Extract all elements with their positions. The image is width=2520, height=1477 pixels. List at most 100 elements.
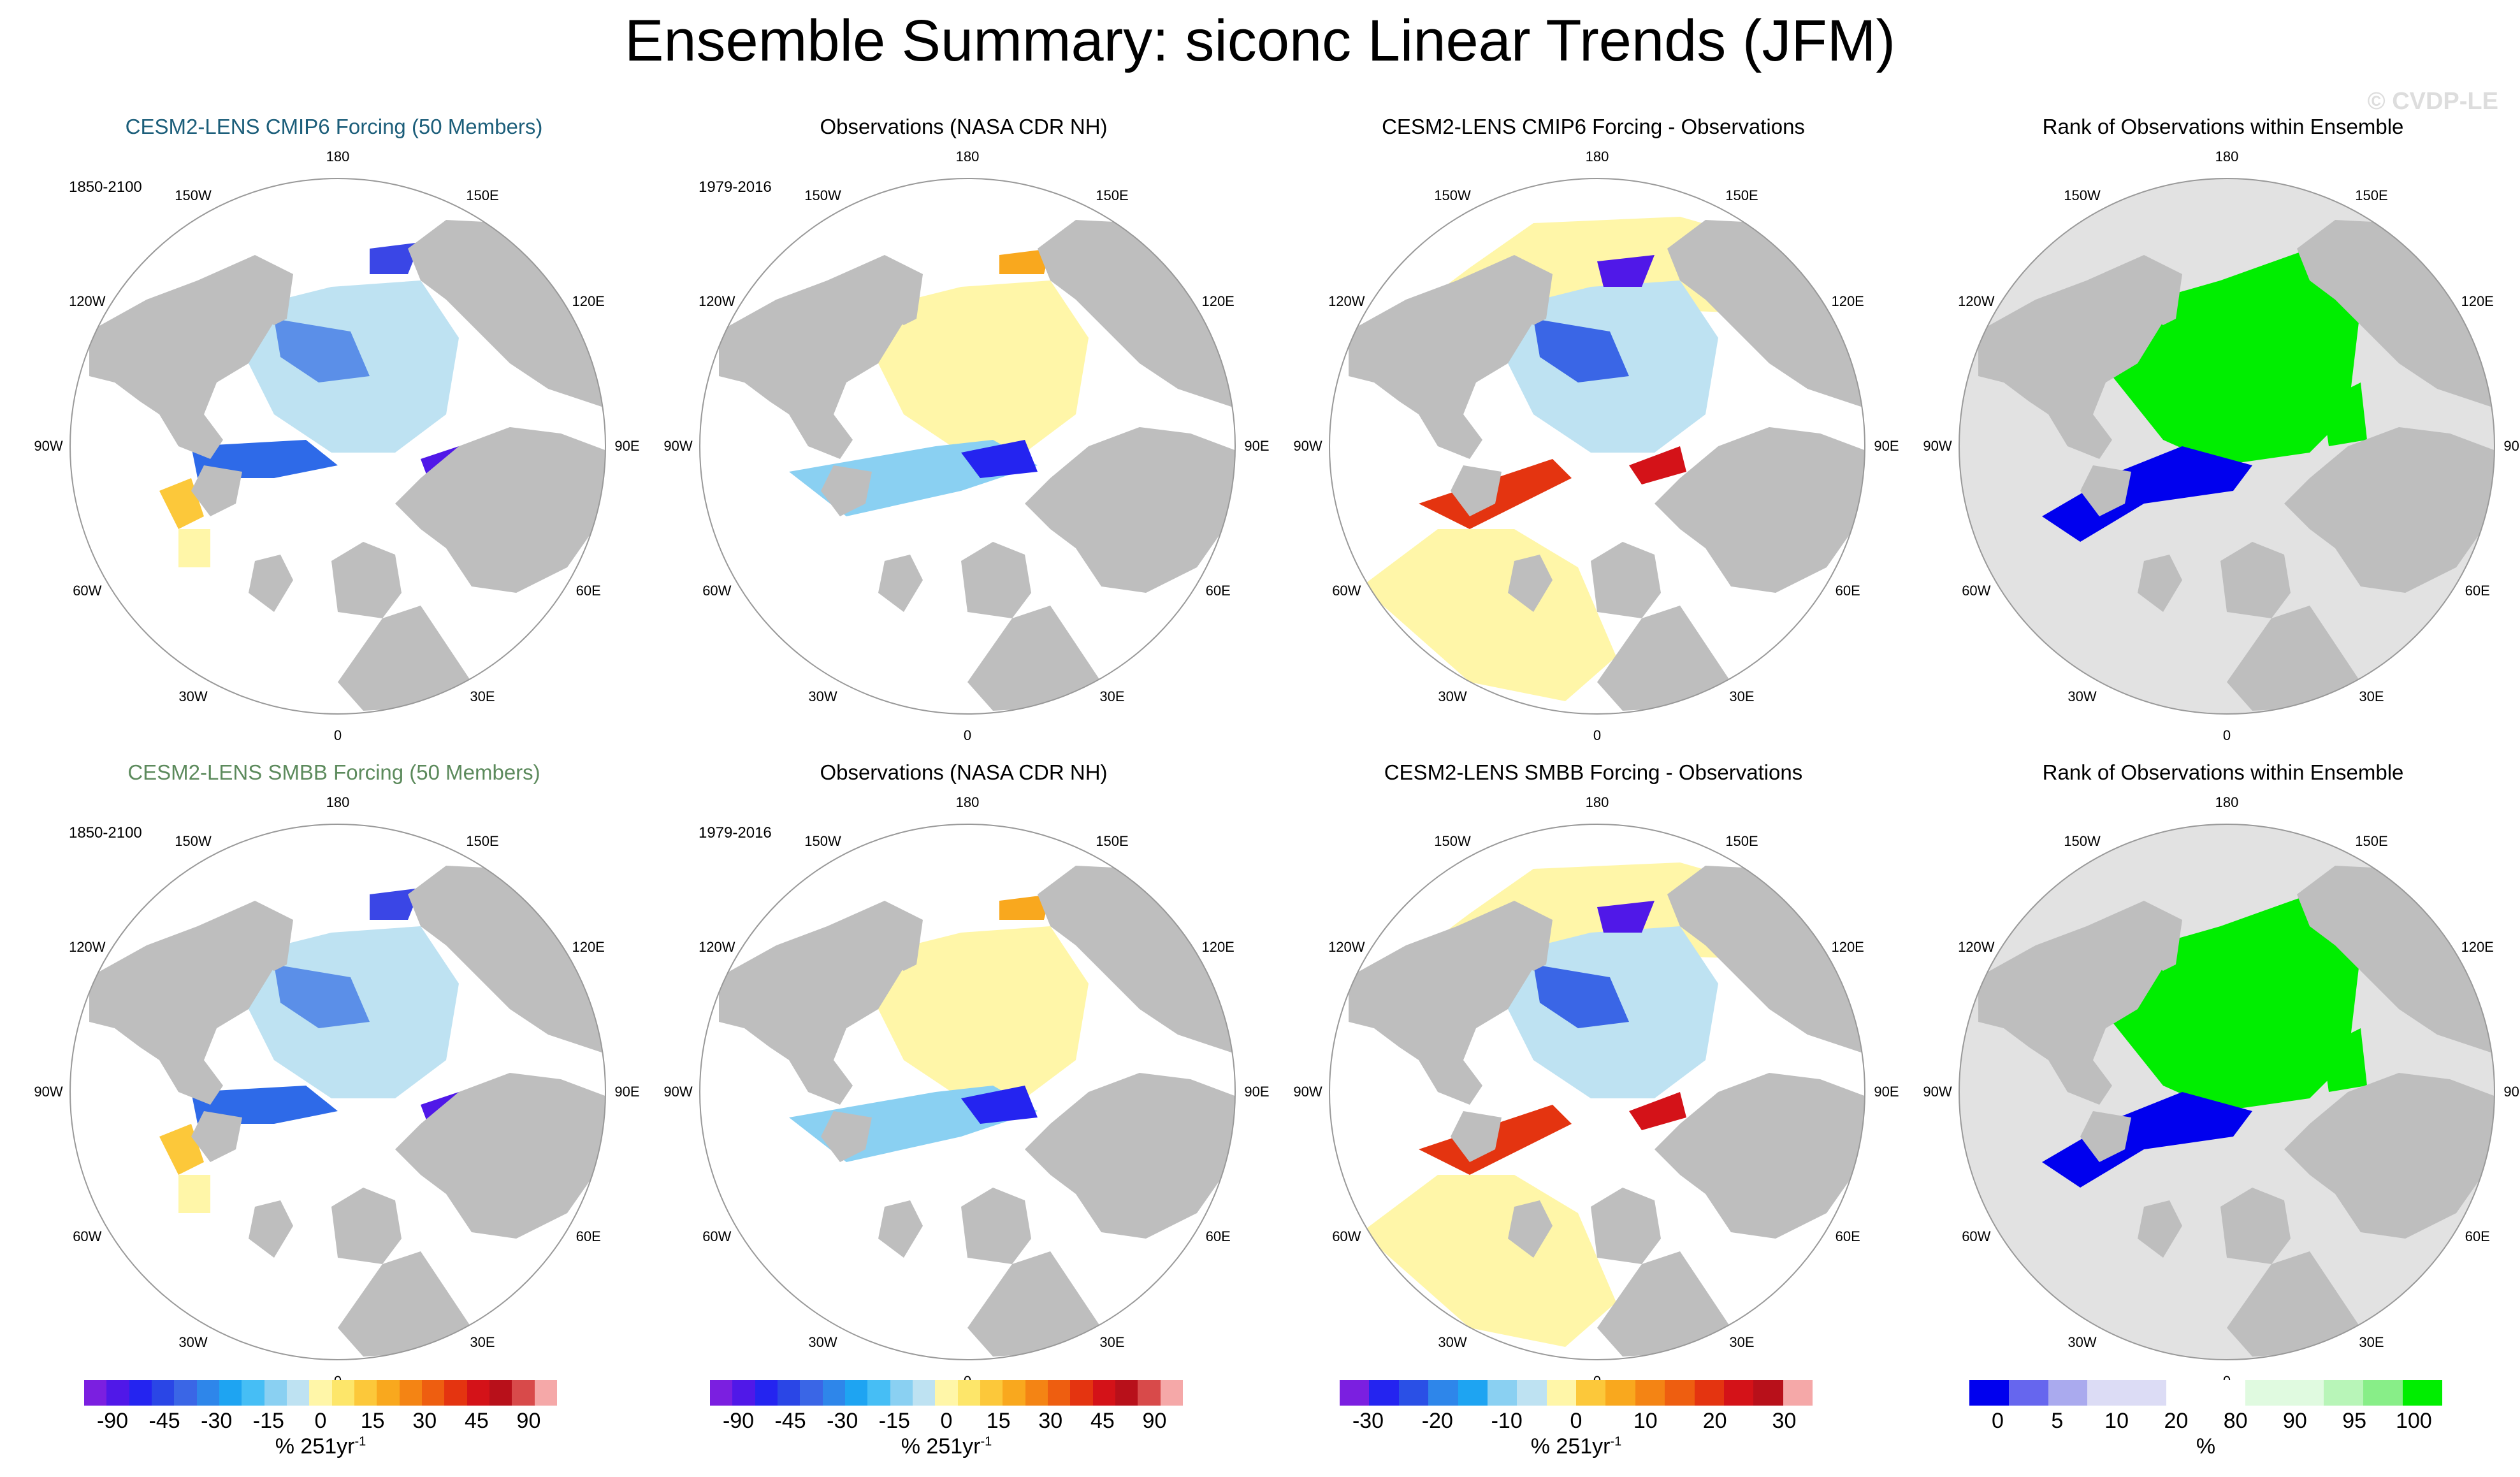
land-mask <box>1591 542 1661 618</box>
colorbar-swatch <box>1428 1380 1458 1406</box>
land-mask <box>1978 280 2163 459</box>
land-mask <box>967 606 1101 711</box>
colorbar-swatch <box>890 1380 913 1406</box>
map-panel: Observations (NASA CDR NH) 1979-2016 180 15… <box>649 760 1278 1404</box>
colorbar-unit: % <box>2196 1434 2216 1459</box>
graticule-label: 90E <box>614 1084 640 1100</box>
colorbar-tick-label: 15 <box>360 1409 385 1433</box>
map-panel: Observations (NASA CDR NH) 1979-2016 180 15… <box>649 115 1278 759</box>
colorbar-swatch <box>777 1380 800 1406</box>
trend-field <box>2042 1092 2252 1188</box>
land-mask <box>821 1111 872 1162</box>
graticule-label: 30E <box>2359 1334 2384 1351</box>
map-boundary <box>699 178 1236 715</box>
land-mask <box>2220 542 2291 618</box>
graticule-label: 90E <box>1874 1084 1899 1100</box>
colorbar-ticks: 0 5 10 20 80 90 95 100 <box>1969 1409 2442 1434</box>
graticule-label: 120W <box>1328 939 1365 955</box>
colorbar-tick-label: -45 <box>774 1409 806 1433</box>
land-mask <box>2284 427 2495 593</box>
colorbar-swatch <box>1003 1380 1025 1406</box>
panel-title: Observations (NASA CDR NH) <box>820 115 1108 138</box>
colorbar-tick-label: 0 <box>1570 1409 1582 1433</box>
colorbar-swatch <box>1969 1380 2009 1406</box>
graticule-label: 150E <box>1096 187 1129 203</box>
colorbar-swatch <box>421 1380 445 1406</box>
colorbar-swatch <box>242 1380 264 1406</box>
colorbar-swatch <box>2087 1380 2127 1406</box>
map-panel: CESM2-LENS CMIP6 Forcing - Observations 1… <box>1278 115 1908 759</box>
graticule-label: 30E <box>470 1334 495 1351</box>
trend-field <box>1629 446 1686 484</box>
graticule-label: 120W <box>1328 293 1365 309</box>
land-mask <box>198 255 293 325</box>
colorbar-swatch <box>755 1380 778 1406</box>
graticule-label: 120W <box>69 939 106 955</box>
colorbar-swatch <box>354 1380 377 1406</box>
polar-map <box>1959 178 2495 715</box>
trend-field <box>961 440 1038 478</box>
graticule-label: 60W <box>1962 583 1991 599</box>
colorbar-swatch <box>286 1380 310 1406</box>
colorbar-swatch <box>2127 1380 2167 1406</box>
trend-field <box>191 1086 338 1124</box>
land-mask <box>1597 1251 1731 1357</box>
land-mask <box>827 255 923 325</box>
graticule-label: 60E <box>1205 1228 1231 1244</box>
colorbar-swatch <box>1025 1380 1048 1406</box>
colorbar-swatch <box>2008 1380 2048 1406</box>
graticule-label: 60E <box>1205 583 1231 599</box>
graticule-label: 120W <box>1958 939 1995 955</box>
period-label: 1850-2100 <box>69 178 142 196</box>
colorbar-swatch <box>867 1380 890 1406</box>
graticule-label: 150W <box>2064 187 2101 203</box>
land-mask <box>1349 280 1533 459</box>
land-mask <box>2080 1111 2131 1162</box>
graticule-label: 90W <box>34 438 63 454</box>
graticule-label: 150E <box>466 833 499 849</box>
trend-field <box>878 926 1089 1098</box>
trend-field <box>2042 446 2252 542</box>
graticule-label: 120W <box>699 293 735 309</box>
graticule-label: 120E <box>572 939 605 955</box>
land-mask <box>2138 1200 2182 1258</box>
map-boundary <box>1959 824 2495 1360</box>
graticule-label: 120E <box>1201 293 1235 309</box>
graticule-label: 90E <box>1244 438 1270 454</box>
graticule-label: 60W <box>1962 1228 1991 1244</box>
colorbar-swatch <box>512 1380 535 1406</box>
graticule-label: 60E <box>2465 1228 2490 1244</box>
graticule-label: 60E <box>1835 1228 1860 1244</box>
colorbar <box>84 1380 557 1406</box>
graticule-label: 180 <box>1585 794 1609 810</box>
graticule-label: 0 <box>1593 727 1602 743</box>
colorbar-swatch <box>534 1380 557 1406</box>
land-mask <box>1508 1200 1553 1258</box>
graticule-label: 30W <box>808 1334 837 1351</box>
colorbar-unit: % 251yr-1 <box>1530 1434 1622 1459</box>
colorbar-tick-label: 20 <box>2164 1409 2189 1433</box>
graticule-label: 90E <box>614 438 640 454</box>
colorbar-tick-label: 90 <box>516 1409 541 1433</box>
colorbar-swatch <box>1694 1380 1724 1406</box>
colorbar-swatch <box>1138 1380 1161 1406</box>
land-mask <box>1508 555 1553 612</box>
colorbar-tick-label: 45 <box>464 1409 489 1433</box>
colorbar-swatch <box>957 1380 980 1406</box>
polar-map <box>1959 824 2495 1360</box>
colorbar-swatch <box>129 1380 152 1406</box>
colorbar-swatch <box>84 1380 107 1406</box>
land-mask <box>967 1251 1101 1357</box>
trend-field <box>1629 1092 1686 1130</box>
colorbar <box>1340 1380 1813 1406</box>
map-boundary <box>69 824 606 1360</box>
land-mask <box>1978 926 2163 1105</box>
graticule-label: 30W <box>2067 688 2097 705</box>
map-panel: Rank of Observations within Ensemble 180 1… <box>1908 760 2520 1404</box>
land-mask <box>961 542 1031 618</box>
trend-field <box>370 242 421 274</box>
graticule-label: 30E <box>470 688 495 705</box>
map-boundary <box>699 824 1236 1360</box>
colorbar-swatch <box>196 1380 219 1406</box>
colorbar-swatch <box>822 1380 845 1406</box>
